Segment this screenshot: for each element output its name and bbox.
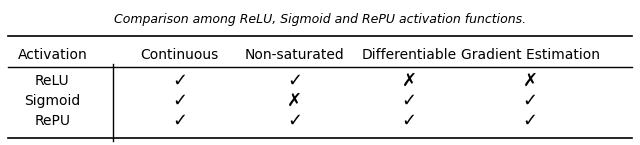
- Text: Continuous: Continuous: [141, 48, 219, 62]
- Text: Sigmoid: Sigmoid: [24, 94, 81, 108]
- Text: ✓: ✓: [402, 112, 417, 130]
- Text: ✗: ✗: [287, 92, 302, 110]
- Text: ✓: ✓: [523, 112, 538, 130]
- Text: RePU: RePU: [35, 114, 70, 128]
- Text: Gradient Estimation: Gradient Estimation: [461, 48, 600, 62]
- Text: ReLU: ReLU: [35, 74, 70, 88]
- Text: ✓: ✓: [287, 112, 302, 130]
- Text: Differentiable: Differentiable: [362, 48, 457, 62]
- Text: ✗: ✗: [402, 72, 417, 90]
- Text: ✗: ✗: [523, 72, 538, 90]
- Text: ✓: ✓: [402, 92, 417, 110]
- Text: ✓: ✓: [523, 92, 538, 110]
- Text: Comparison among ReLU, Sigmoid and RePU activation functions.: Comparison among ReLU, Sigmoid and RePU …: [114, 13, 526, 26]
- Text: ✓: ✓: [172, 92, 188, 110]
- Text: ✓: ✓: [287, 72, 302, 90]
- Text: Activation: Activation: [17, 48, 87, 62]
- Text: Non-saturated: Non-saturated: [244, 48, 344, 62]
- Text: ✓: ✓: [172, 72, 188, 90]
- Text: ✓: ✓: [172, 112, 188, 130]
